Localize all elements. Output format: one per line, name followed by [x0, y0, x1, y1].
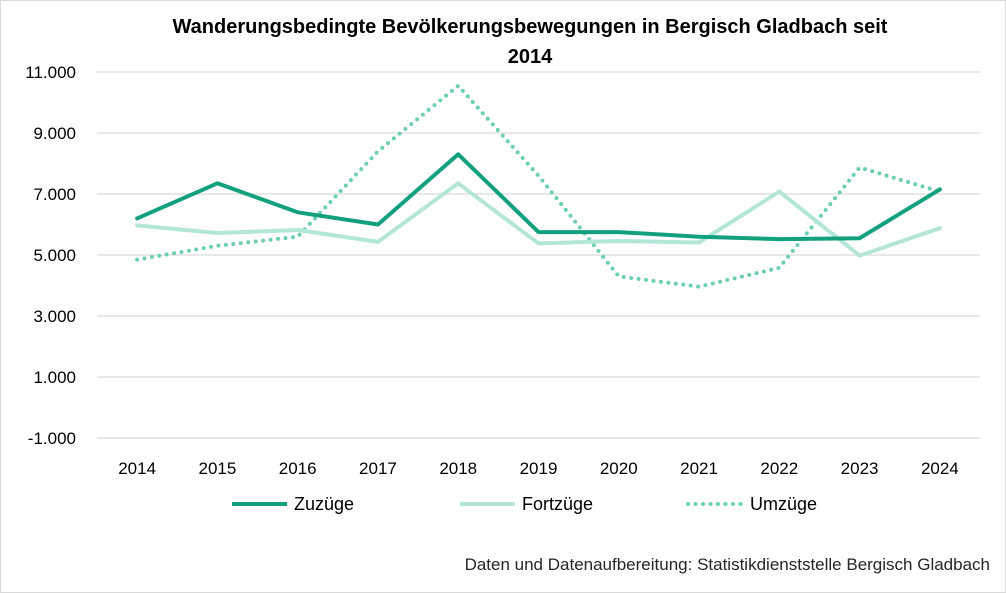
series-line-fortzüge [135, 181, 942, 258]
chart-title-line-2: 2014 [507, 46, 553, 68]
legend-label: Fortzüge [522, 494, 593, 514]
x-tick-label: 2014 [118, 459, 156, 478]
x-tick-label: 2015 [198, 459, 236, 478]
x-tick-label: 2022 [760, 459, 798, 478]
legend: Zuzüge Fortzüge Umzüge [232, 494, 817, 514]
x-tick-label: 2018 [439, 459, 477, 478]
y-tick-label: 5.000 [33, 246, 76, 265]
x-tick-label: 2017 [359, 459, 397, 478]
x-tick-label: 2024 [921, 459, 959, 478]
legend-label: Umzüge [750, 494, 817, 514]
y-tick-label: 9.000 [33, 124, 76, 143]
gridlines [97, 71, 980, 439]
y-tick-label: 7.000 [33, 185, 76, 204]
x-axis-tick-labels: 2014 2015 2016 2017 2018 2019 2020 2021 2022 2023… [118, 459, 959, 478]
x-tick-label: 2016 [279, 459, 317, 478]
x-tick-label: 2021 [680, 459, 718, 478]
y-tick-label: 1.000 [33, 368, 76, 387]
chart-title: Wanderungsbedingte Bevölkerungsbewegunge… [100, 12, 960, 72]
y-tick-label: 11.000 [25, 63, 76, 82]
chart-title-line-1: Wanderungsbedingte Bevölkerungsbewegunge… [172, 16, 888, 38]
y-tick-label: -1.000 [28, 429, 76, 448]
y-tick-label: 3.000 [33, 307, 76, 326]
x-tick-label: 2023 [841, 459, 879, 478]
x-tick-label: 2019 [520, 459, 558, 478]
series-line-zuzüge [135, 152, 942, 242]
y-axis-tick-labels: -1.000 1.000 3.000 5.000 7.000 9.000 11.000 [25, 63, 76, 448]
series-line-umzüge [135, 83, 942, 289]
legend-label: Zuzüge [294, 494, 354, 514]
source-note: Daten und Datenaufbereitung: Statistikdi… [464, 555, 990, 574]
x-tick-label: 2020 [600, 459, 638, 478]
series-lines [135, 83, 942, 289]
